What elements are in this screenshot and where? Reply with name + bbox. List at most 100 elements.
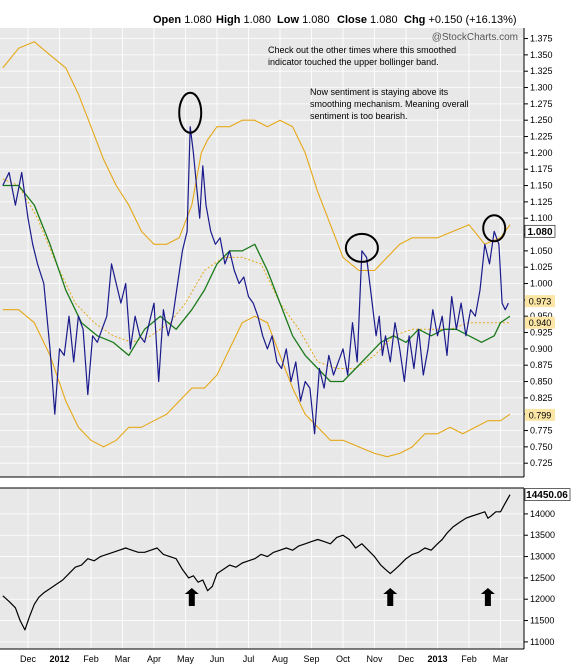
- y-tick-label: 0.950: [530, 311, 553, 321]
- y-tick-label: 0.825: [530, 393, 553, 403]
- open-label: Open: [153, 14, 182, 26]
- series-indicator: [2, 126, 509, 435]
- low-label: Low: [277, 14, 299, 26]
- series-ema-dotted: [2, 178, 510, 369]
- indicator-highlights: [178, 91, 507, 263]
- close-label: Close: [337, 14, 367, 26]
- x-tick-label: Aug: [272, 654, 288, 664]
- y-tick-label: 0.875: [530, 360, 553, 370]
- y-tick-label: 14000: [530, 509, 555, 519]
- y-tick-label: 11500: [530, 616, 554, 626]
- index-series: [2, 494, 511, 631]
- index-grid: [0, 488, 524, 649]
- y-tick-label: 1.175: [530, 164, 553, 174]
- index-plot-area: [0, 488, 524, 649]
- close-value: 1.080: [370, 14, 398, 26]
- y-tick-label: 0.850: [530, 377, 553, 387]
- x-tick-label: Mar: [115, 654, 131, 664]
- y-tick-label: 1.000: [530, 279, 553, 289]
- series-lower-band: [2, 309, 511, 458]
- x-tick-label: May: [177, 654, 195, 664]
- open-field: Open 1.080: [153, 14, 212, 26]
- x-tick-label: Dec: [398, 654, 415, 664]
- x-tick-label: 2013: [427, 654, 447, 664]
- series-index: [2, 494, 511, 631]
- y-tick-label: 1.125: [530, 197, 553, 207]
- y-tick-label: 12500: [530, 573, 555, 583]
- y-tick-label: 1.250: [530, 115, 553, 125]
- index-last-value: 14450.06: [524, 488, 571, 501]
- x-tick-label: Oct: [336, 654, 351, 664]
- indicator-y-axis: 0.7250.7500.7750.8000.8250.8500.8750.900…: [524, 34, 553, 468]
- last-value-box: [524, 488, 571, 501]
- chart-annotations: Check out the other times where this smo…: [268, 45, 469, 121]
- indicator-series: [2, 41, 511, 458]
- x-tick-label: Jun: [210, 654, 225, 664]
- x-tick-label: Nov: [366, 654, 383, 664]
- high-field: High 1.080: [216, 14, 271, 26]
- annotation-line: indicator touched the upper bollinger ba…: [268, 57, 439, 67]
- last-value-indicator: 1.080: [527, 227, 552, 238]
- close-field: Close 1.080: [337, 14, 398, 26]
- index-y-axis: 11000 11500 12000 12500 13000 13500 14000: [524, 509, 555, 647]
- last-value-box: [525, 408, 555, 421]
- highlight-circle: [178, 91, 203, 134]
- x-tick-label: Apr: [147, 654, 161, 664]
- x-tick-label: Feb: [461, 654, 477, 664]
- up-arrow-icon: [480, 588, 495, 606]
- series-upper-band: [2, 41, 511, 272]
- y-tick-label: 0.900: [530, 344, 553, 354]
- x-tick-label: 2012: [49, 654, 69, 664]
- low-field: Low 1.080: [277, 14, 330, 26]
- index-arrows: [184, 588, 495, 606]
- last-value-index: 14450.06: [526, 490, 568, 501]
- last-value-lower-band: 0.799: [529, 410, 552, 420]
- annotation-line: sentiment is too bearish.: [310, 111, 408, 121]
- y-tick-label: 1.050: [530, 246, 553, 256]
- low-value: 1.080: [302, 14, 330, 26]
- y-tick-label: 1.225: [530, 132, 553, 142]
- last-value-box: [524, 224, 556, 238]
- y-tick-label: 0.775: [530, 426, 553, 436]
- y-tick-label: 12000: [530, 594, 555, 604]
- y-tick-label: 0.750: [530, 442, 553, 452]
- annotation-line: smoothing mechanism. Meaning overall: [310, 99, 469, 109]
- index-chart: 11000 11500 12000 12500 13000 13500 14000 Dec 2…: [0, 487, 571, 664]
- high-label: High: [216, 14, 241, 26]
- y-tick-label: 13500: [530, 530, 555, 540]
- y-tick-label: 1.200: [530, 148, 553, 158]
- y-tick-label: 1.275: [530, 99, 553, 109]
- y-tick-label: 1.350: [530, 50, 553, 60]
- chg-value: +0.150 (+16.13%): [428, 14, 517, 26]
- y-tick-label: 11000: [530, 637, 554, 647]
- x-tick-label: Sep: [303, 654, 319, 664]
- last-value-upper-band: 0.973: [529, 297, 552, 307]
- y-tick-label: 1.300: [530, 83, 553, 93]
- up-arrow-icon: [383, 588, 398, 606]
- x-tick-label: Mar: [493, 654, 509, 664]
- up-arrow-icon: [184, 588, 199, 606]
- series-sma: [2, 184, 511, 383]
- x-tick-label: Jul: [243, 654, 255, 664]
- y-tick-label: 1.025: [530, 262, 553, 272]
- last-value-box: [525, 295, 555, 308]
- x-tick-label: Dec: [20, 654, 37, 664]
- y-tick-label: 1.375: [530, 34, 553, 44]
- stockcharts-watermark: @StockCharts.com: [432, 32, 518, 43]
- y-tick-label: 1.325: [530, 66, 553, 76]
- x-tick-label: Feb: [83, 654, 99, 664]
- chg-field: Chg +0.150 (+16.13%): [404, 14, 517, 26]
- chg-label: Chg: [404, 14, 426, 26]
- index-x-axis: Dec 2012 Feb Mar Apr May Jun Jul Aug Sep Oct Nov Dec…: [20, 654, 508, 664]
- highlight-circle: [482, 214, 507, 243]
- indicator-last-values: 1.080 0.973 0.940 0.799: [524, 224, 556, 421]
- y-tick-label: 1.100: [530, 213, 553, 223]
- indicator-plot-area: [0, 28, 524, 477]
- last-value-middle: 0.940: [529, 318, 552, 328]
- open-value: 1.080: [184, 14, 212, 26]
- y-tick-label: 1.150: [530, 181, 553, 191]
- y-tick-label: 13000: [530, 552, 555, 562]
- y-tick-label: 0.725: [530, 458, 553, 468]
- y-tick-label: 0.925: [530, 328, 553, 338]
- last-value-box: [525, 316, 555, 329]
